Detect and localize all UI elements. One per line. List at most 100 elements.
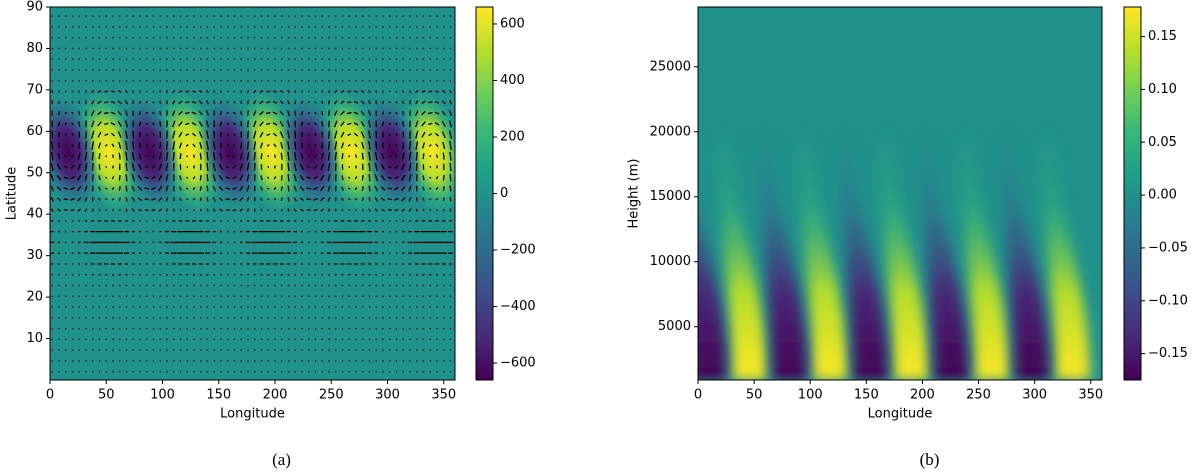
quiver-arrow: [266, 113, 270, 114]
x-tick-label: 150: [854, 388, 879, 403]
quiver-arrow: [403, 101, 404, 104]
quiver-arrow: [443, 186, 444, 190]
x-tick-label: 200: [263, 388, 288, 403]
colorbar-tick-label: 0.15: [1148, 29, 1177, 44]
quiver-arrow: [105, 188, 107, 189]
quiver-arrow: [288, 163, 289, 171]
quiver-arrow: [329, 100, 330, 104]
quiver-arrow: [288, 186, 289, 192]
quiver-arrow: [226, 199, 230, 200]
quiver-arrow: [429, 188, 431, 189]
quiver-arrow: [200, 175, 201, 180]
quiver-arrow: [450, 163, 451, 171]
quiver-arrow: [389, 134, 390, 135]
quiver-arrow: [268, 155, 269, 157]
quiver-arrow: [140, 91, 141, 93]
quiver-arrow: [105, 199, 107, 200]
quiver-arrow: [227, 113, 229, 114]
colorbar-tick-label: −0.10: [1148, 293, 1188, 308]
quiver-arrow: [388, 199, 392, 200]
colorbar-tick-label: −200: [500, 243, 536, 258]
quiver-arrow: [119, 198, 120, 201]
quiver-arrow: [450, 186, 451, 192]
quiver-arrow: [160, 121, 161, 126]
quiver-arrow: [104, 113, 108, 114]
x-tick-label: 300: [1022, 388, 1047, 403]
quiver-arrow: [214, 141, 215, 149]
quiver-arrow: [369, 163, 370, 171]
quiver-arrow: [146, 102, 148, 103]
quiver-arrow: [234, 133, 235, 136]
colorbar-tick-label: 0.10: [1148, 82, 1177, 97]
colorbar-tick-label: 0.00: [1148, 188, 1177, 203]
quiver-arrow: [193, 210, 194, 211]
plot-area: [29, 7, 475, 380]
quiver-arrow: [308, 113, 310, 114]
quiver-arrow: [437, 155, 438, 158]
quiver-arrow: [329, 110, 330, 115]
quiver-arrow: [369, 186, 370, 192]
quiver-arrow: [369, 209, 370, 212]
quiver-arrow: [241, 101, 242, 104]
quiver-arrow: [288, 197, 289, 201]
x-tick-label: 350: [1078, 388, 1103, 403]
x-tick-label: 100: [798, 388, 823, 403]
quiver-arrow: [106, 155, 107, 157]
quiver-arrow: [268, 166, 269, 167]
quiver-arrow: [180, 209, 181, 211]
quiver-arrow: [248, 90, 249, 93]
colorbar-tick-label: 600: [500, 16, 525, 31]
colorbar: [1124, 7, 1141, 380]
quiver-arrow: [261, 209, 262, 211]
quiver-arrow: [59, 91, 60, 93]
quiver-arrow: [126, 163, 127, 171]
y-tick-label: 10: [26, 331, 43, 346]
quiver-arrow: [349, 166, 350, 167]
quiver-arrow: [355, 210, 356, 211]
x-tick-label: 100: [150, 388, 175, 403]
quiver-arrow: [248, 131, 249, 139]
quiver-arrow: [99, 209, 100, 211]
y-tick-label: 15000: [650, 189, 691, 204]
quiver-arrow: [443, 153, 444, 160]
quiver-arrow: [241, 111, 242, 115]
quiver-arrow: [349, 155, 350, 157]
quiver-arrow: [126, 186, 127, 192]
quiver-arrow: [106, 166, 107, 167]
quiver-arrow: [295, 141, 296, 149]
quiver-arrow: [342, 153, 343, 159]
quiver-arrow: [207, 174, 208, 181]
quiver-arrow: [227, 102, 229, 103]
y-tick-label: 20000: [650, 124, 691, 139]
quiver-arrow: [403, 121, 404, 126]
colorbar: [476, 7, 493, 380]
quiver-arrow: [200, 186, 201, 190]
quiver-arrow: [450, 197, 451, 201]
quiver-arrow: [187, 166, 188, 167]
quiver-arrow: [119, 153, 120, 160]
x-tick-label: 300: [375, 388, 400, 403]
colorbar-tick-label: −600: [500, 356, 536, 371]
y-tick-label: 5000: [658, 319, 691, 334]
quiver-arrow: [410, 131, 411, 139]
quiver-arrow: [315, 91, 316, 92]
y-tick-label: 40: [26, 207, 43, 222]
quiver-arrow: [167, 131, 168, 139]
quiver-arrow: [423, 153, 424, 159]
quiver-arrow: [335, 163, 336, 171]
quiver-arrow: [389, 113, 391, 114]
quiver-arrow: [308, 102, 310, 103]
quiver-arrow: [354, 91, 357, 92]
y-tick-label: 80: [26, 41, 43, 56]
quiver-arrow: [275, 155, 276, 158]
y-tick-label: 90: [26, 0, 43, 15]
quiver-arrow: [153, 91, 154, 92]
quiver-arrow: [410, 90, 411, 93]
quiver-arrow: [322, 142, 323, 149]
quiver-arrow: [86, 110, 87, 115]
quiver-arrow: [273, 91, 276, 92]
quiver-arrow: [356, 155, 357, 158]
quiver-arrow: [416, 163, 417, 171]
quiver-arrow: [65, 102, 67, 103]
quiver-arrow: [267, 199, 269, 200]
